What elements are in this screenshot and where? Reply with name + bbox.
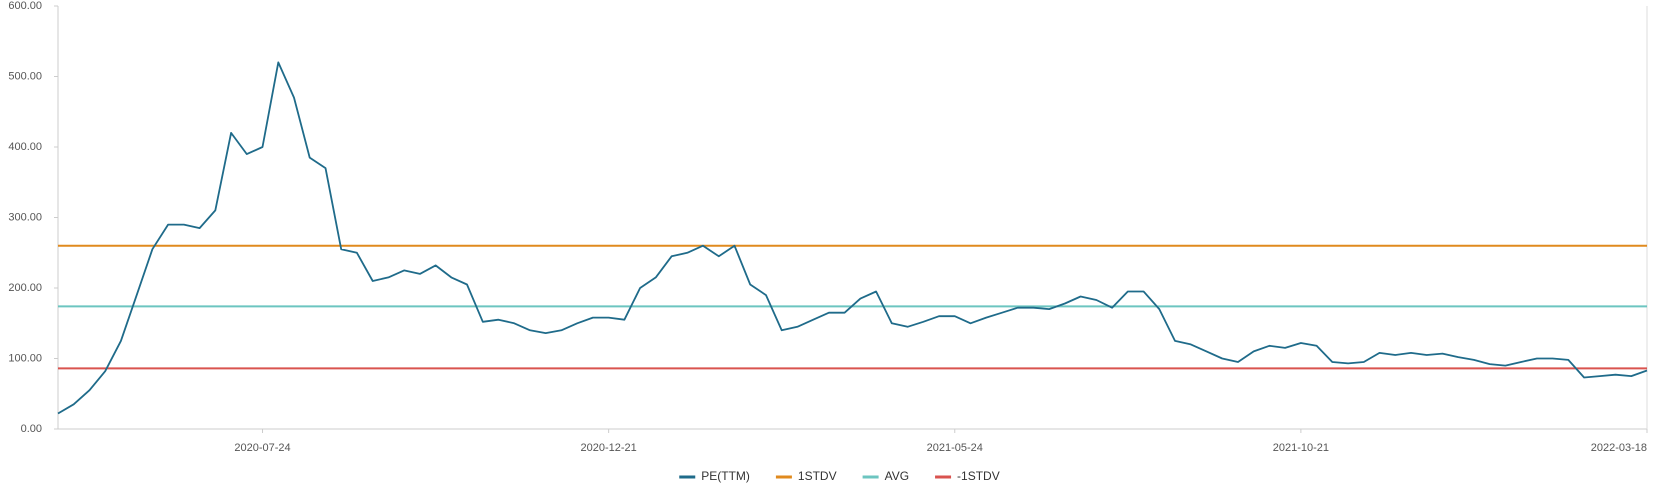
y-tick-label: 0.00 <box>21 423 42 435</box>
legend-label: AVG <box>885 469 909 483</box>
legend-label: -1STDV <box>957 469 1000 483</box>
series-line <box>57 61 1648 415</box>
legend-label: PE(TTM) <box>701 469 750 483</box>
y-tick-label: 500.00 <box>8 70 42 82</box>
y-tick-label: 300.00 <box>8 211 42 223</box>
y-tick-label: 400.00 <box>8 141 42 153</box>
legend-label: 1STDV <box>798 469 837 483</box>
x-tick-label: 2021-10-21 <box>1273 442 1329 454</box>
y-tick-label: 200.00 <box>8 282 42 294</box>
x-tick-label: 2020-07-24 <box>234 442 290 454</box>
y-tick-label: 600.00 <box>8 0 42 12</box>
x-tick-label: 2020-12-21 <box>581 442 637 454</box>
y-tick-label: 100.00 <box>8 352 42 364</box>
x-tick-label: 2022-03-18 <box>1591 442 1647 454</box>
x-tick-label: 2021-05-24 <box>927 442 983 454</box>
